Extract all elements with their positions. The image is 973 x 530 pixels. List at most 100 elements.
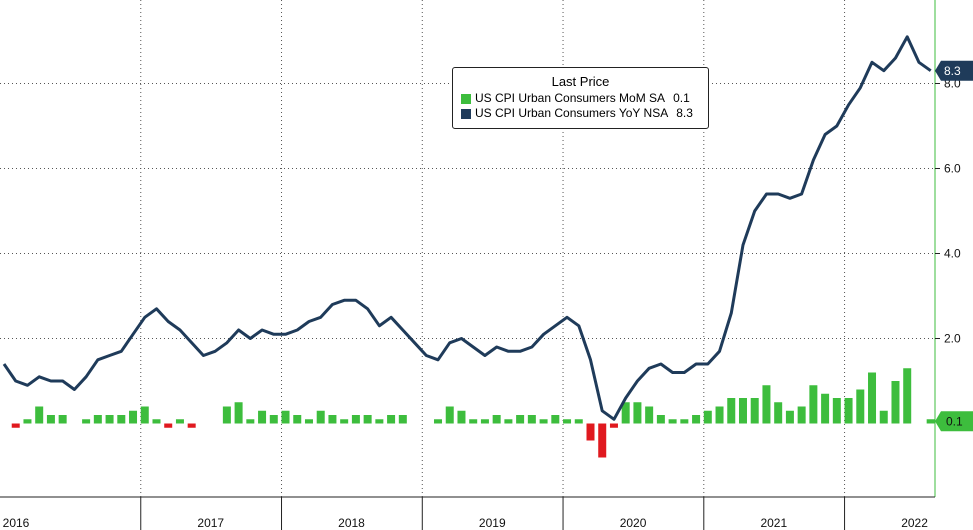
mom-bar bbox=[398, 415, 407, 424]
mom-bar bbox=[692, 415, 701, 424]
mom-bar bbox=[117, 415, 126, 424]
mom-bar bbox=[363, 415, 372, 424]
last-value-tags: 8.3 0.1 bbox=[935, 60, 973, 432]
mom-bar bbox=[586, 423, 595, 441]
legend-swatch-mom bbox=[461, 93, 471, 104]
mom-bar bbox=[480, 419, 489, 424]
mom-bar bbox=[574, 419, 583, 424]
mom-bar bbox=[46, 415, 55, 424]
mom-bar bbox=[375, 419, 384, 424]
mom-bar bbox=[23, 419, 32, 424]
mom-bar bbox=[832, 398, 841, 424]
mom-bar bbox=[680, 419, 689, 424]
mom-bar bbox=[35, 406, 44, 424]
mom-bar bbox=[762, 385, 771, 424]
mom-bar bbox=[879, 410, 888, 424]
legend-entry-mom: US CPI Urban Consumers MoM SA 0.1 bbox=[461, 91, 700, 106]
mom-bar bbox=[469, 419, 478, 424]
mom-bar bbox=[891, 381, 900, 424]
mom-bars bbox=[11, 368, 935, 458]
x-label: 2022 bbox=[901, 516, 928, 530]
mom-bar bbox=[563, 419, 572, 424]
mom-bar bbox=[551, 415, 560, 424]
x-label: 2017 bbox=[197, 516, 224, 530]
mom-bar bbox=[621, 402, 630, 424]
mom-bar bbox=[926, 419, 935, 424]
mom-bar bbox=[293, 415, 302, 424]
mom-bar bbox=[668, 419, 677, 424]
mom-bar bbox=[656, 415, 665, 424]
mom-bar bbox=[351, 415, 360, 424]
mom-bar bbox=[785, 410, 794, 424]
mom-bar bbox=[750, 398, 759, 424]
x-label: 2021 bbox=[760, 516, 787, 530]
mom-bar bbox=[492, 415, 501, 424]
mom-bar bbox=[903, 368, 912, 424]
mom-bar bbox=[609, 423, 618, 428]
mom-bar bbox=[164, 423, 173, 428]
mom-bar bbox=[82, 419, 91, 424]
mom-bar bbox=[340, 419, 349, 424]
mom-bar bbox=[645, 406, 654, 424]
mom-bar bbox=[304, 419, 313, 424]
mom-bar bbox=[504, 419, 513, 424]
legend: Last Price US CPI Urban Consumers MoM SA… bbox=[452, 67, 709, 129]
x-label: 2018 bbox=[338, 516, 365, 530]
mom-bar bbox=[105, 415, 114, 424]
legend-entry-yoy: US CPI Urban Consumers YoY NSA 8.3 bbox=[461, 106, 700, 121]
axes bbox=[0, 0, 940, 530]
x-label: 2019 bbox=[479, 516, 506, 530]
mom-bar bbox=[633, 402, 642, 424]
legend-swatch-yoy bbox=[461, 108, 471, 119]
y-label: 6.0 bbox=[944, 162, 961, 176]
x-label: 2016 bbox=[3, 516, 30, 530]
mom-bar bbox=[328, 415, 337, 424]
x-label: 2020 bbox=[620, 516, 647, 530]
mom-bar bbox=[129, 410, 138, 424]
legend-label-mom: US CPI Urban Consumers MoM SA bbox=[475, 91, 666, 105]
mom-bar bbox=[797, 406, 806, 424]
mom-bar bbox=[58, 415, 67, 424]
yoy-tag-bg bbox=[935, 60, 973, 81]
mom-bar bbox=[809, 385, 818, 424]
y-label: 2.0 bbox=[944, 332, 961, 346]
mom-bar bbox=[457, 410, 466, 424]
mom-bar bbox=[539, 419, 548, 424]
mom-bar bbox=[856, 389, 865, 424]
legend-value-yoy: 8.3 bbox=[676, 106, 693, 120]
mom-bar bbox=[387, 415, 396, 424]
mom-bar bbox=[844, 398, 853, 424]
x-axis-labels: 2016 2017 2018 2019 2020 2021 2022 bbox=[3, 516, 929, 530]
mom-bar bbox=[316, 410, 325, 424]
mom-bar bbox=[434, 419, 443, 424]
mom-bar bbox=[234, 402, 243, 424]
mom-tag-bg bbox=[935, 411, 973, 432]
legend-label-yoy: US CPI Urban Consumers YoY NSA bbox=[475, 106, 669, 120]
mom-bar bbox=[738, 398, 747, 424]
mom-bar bbox=[598, 423, 607, 458]
yoy-line bbox=[2, 35, 932, 421]
mom-bar bbox=[445, 406, 454, 424]
mom-bar bbox=[715, 406, 724, 424]
y-axis-labels: 8.06.04.02.0 bbox=[944, 77, 961, 346]
mom-bar bbox=[269, 415, 278, 424]
legend-value-mom: 0.1 bbox=[673, 91, 690, 105]
mom-bar bbox=[187, 423, 196, 428]
mom-tag-label: 0.1 bbox=[946, 414, 963, 428]
y-label: 4.0 bbox=[944, 247, 961, 261]
mom-bar bbox=[868, 372, 877, 424]
mom-bar bbox=[246, 419, 255, 424]
mom-bar bbox=[152, 419, 161, 424]
mom-bar bbox=[527, 415, 536, 424]
mom-bar bbox=[727, 398, 736, 424]
grid-lines bbox=[0, 0, 935, 497]
mom-bar bbox=[258, 410, 267, 424]
mom-bar bbox=[222, 406, 231, 424]
mom-bar bbox=[703, 410, 712, 424]
mom-bar bbox=[11, 423, 20, 428]
legend-title: Last Price bbox=[551, 74, 610, 89]
yoy-tag-label: 8.3 bbox=[944, 64, 961, 78]
mom-bar bbox=[516, 415, 525, 424]
mom-bar bbox=[175, 419, 184, 424]
